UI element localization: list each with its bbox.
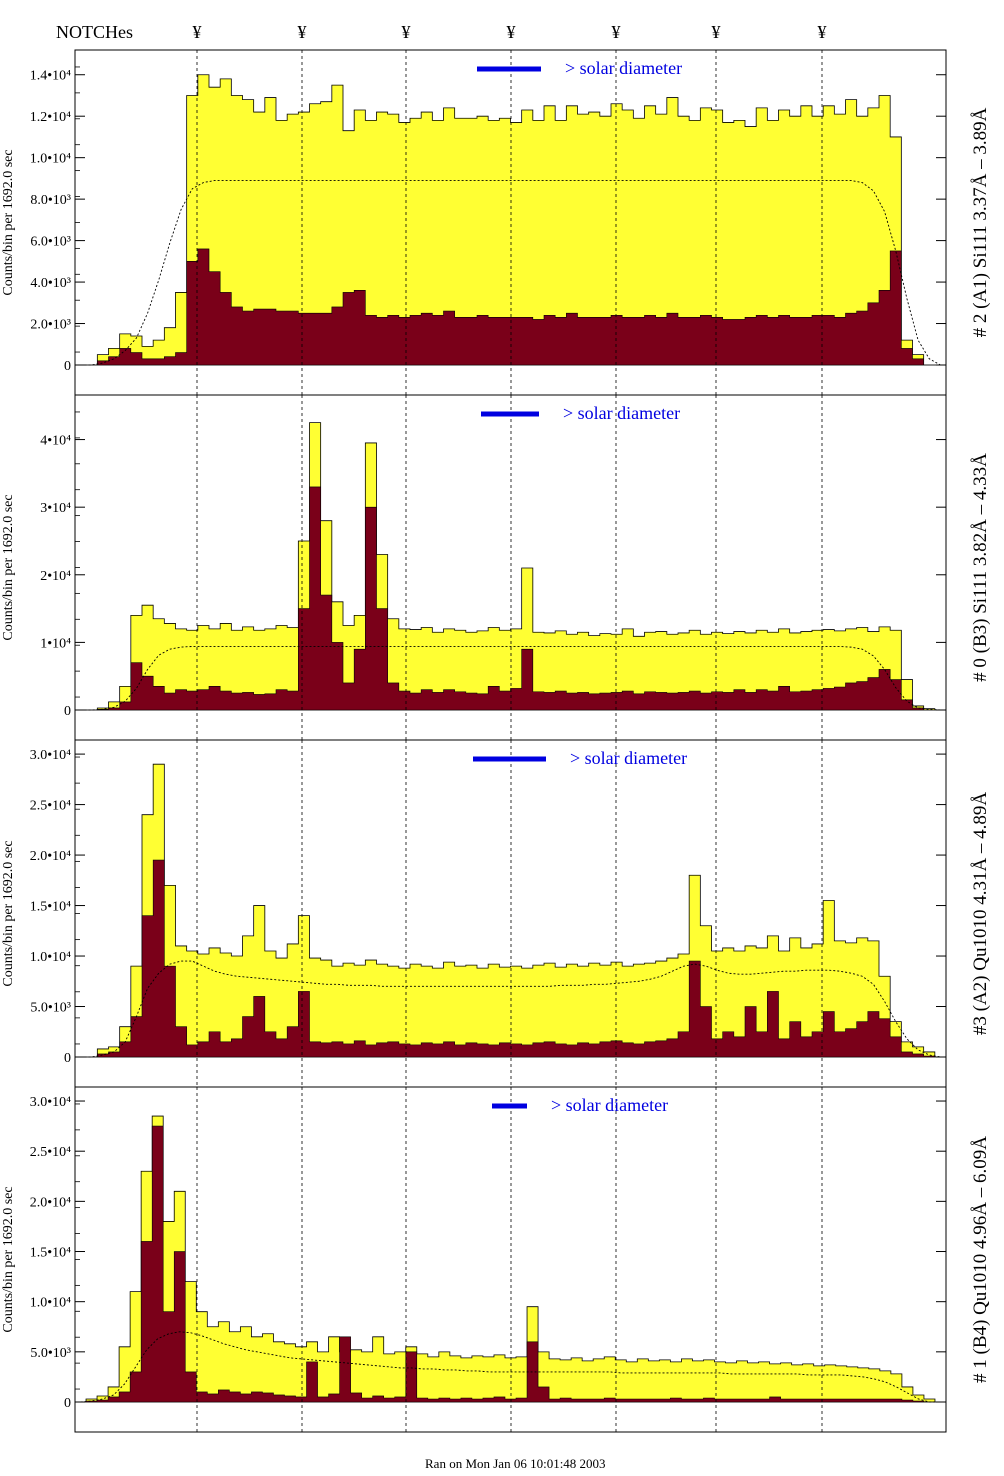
y-tick-label: 8.0•10³ [30,193,71,208]
y-tick-label: 6.0•10³ [30,235,71,250]
total-counts-area [75,763,946,1058]
total-counts-area [75,74,946,366]
y-axis-label: Counts/bin per 1692.0 sec [1,1186,16,1332]
notch-symbol-7: ¥ [818,22,827,42]
notches-label: NOTCHes [56,22,133,42]
y-axis-label: Counts/bin per 1692.0 sec [1,494,16,640]
notch-symbol-3: ¥ [402,22,411,42]
notch-symbol-4: ¥ [507,22,516,42]
y-tick-label: 2•10⁴ [40,569,71,584]
y-tick-label: 1.4•10⁴ [30,69,71,84]
y-tick-label: 1.5•10⁴ [30,900,71,915]
panel-1: 0 2.0•10³ 4.0•10³ 6.0•10³ 8.0•10³ 1.0•10⁴ 1.2•… [1,49,991,396]
model-curve [80,180,941,366]
panel-spectral-label: # 0 (B3) Si111 3.82Å – 4.33Å [970,453,991,682]
y-tick-label: 5.0•10³ [30,1001,71,1016]
line-counts-area [75,486,946,711]
y-tick-label: 1.0•10⁴ [30,1296,71,1311]
y-tick-label: 0 [64,1051,71,1066]
line-counts-area [75,859,946,1058]
y-tick-label: 2.5•10⁴ [30,799,71,814]
model-curve [80,646,941,711]
panel-2: 0 1•10⁴ 2•10⁴ 3•10⁴ 4•10⁴ Counts/bin per 1692… [1,394,991,741]
y-tick-label: 0 [64,359,71,374]
y-tick-label: 2.0•10³ [30,318,71,333]
y-tick-label: 5.0•10³ [30,1346,71,1361]
legend-solar-diameter-text: > solar diameter [570,748,687,768]
y-tick-label: 1.2•10⁴ [30,110,71,125]
total-counts-area [75,422,946,711]
y-tick-label: 0 [64,704,71,719]
y-tick-label: 2.0•10⁴ [30,1195,71,1210]
panel-3: 0 5.0•10³ 1.0•10⁴ 1.5•10⁴ 2.0•10⁴ 2.5•10⁴ 3.0•… [1,739,991,1088]
panels-group: 0 2.0•10³ 4.0•10³ 6.0•10³ 8.0•10³ 1.0•10⁴ 1.2•… [1,49,991,1433]
y-tick-label: 3•10⁴ [40,501,71,516]
run-timestamp-footer: Ran on Mon Jan 06 10:01:48 2003 [425,1456,606,1471]
panel-spectral-label: # 1 (B4) Qu1010 4.96Å – 6.09Å [970,1136,991,1383]
legend-solar-diameter-text: > solar diameter [563,403,680,423]
line-counts-area [75,248,946,366]
notch-symbol-1: ¥ [193,22,202,42]
y-tick-label: 3.0•10⁴ [30,1095,71,1110]
panel-spectral-label: #3 (A2) Qu1010 4.31Å – 4.89Å [970,792,991,1036]
legend-solar-diameter-text: > solar diameter [565,58,682,78]
y-tick-label: 2.0•10⁴ [30,849,71,864]
y-tick-label: 3.0•10⁴ [30,748,71,763]
notch-symbol-5: ¥ [612,22,621,42]
panel-spectral-label: # 2 (A1) Si111 3.37Å – 3.89Å [970,107,991,337]
y-tick-label: 2.5•10⁴ [30,1145,71,1160]
y-tick-label: 1.0•10⁴ [30,152,71,167]
y-axis-label: Counts/bin per 1692.0 sec [1,149,16,295]
notch-symbols-group: ¥ ¥ ¥ ¥ ¥ ¥ ¥ [193,22,827,42]
model-curve [80,960,941,1058]
y-axis-label: Counts/bin per 1692.0 sec [1,840,16,986]
y-tick-label: 1.0•10⁴ [30,950,71,965]
y-tick-label: 1•10⁴ [40,636,71,651]
panel-4: 0 5.0•10³ 1.0•10⁴ 1.5•10⁴ 2.0•10⁴ 2.5•10⁴ 3.0•… [1,1086,991,1433]
y-tick-label: 4.0•10³ [30,276,71,291]
y-tick-label: 4•10⁴ [40,434,71,449]
total-counts-area [75,1115,946,1403]
notch-symbol-2: ¥ [298,22,307,42]
y-tick-label: 0 [64,1396,71,1411]
notch-symbol-6: ¥ [712,22,721,42]
y-tick-label: 1.5•10⁴ [30,1246,71,1261]
legend-solar-diameter-text: > solar diameter [551,1095,668,1115]
line-counts-area [75,1125,946,1403]
